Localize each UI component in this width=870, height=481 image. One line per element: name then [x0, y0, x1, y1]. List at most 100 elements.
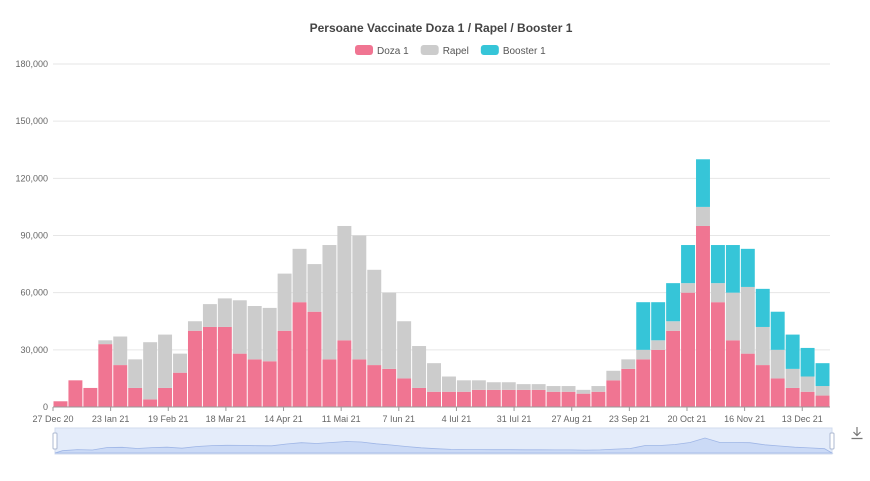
- bar-doza-1: [307, 311, 322, 407]
- bar-doza-1: [770, 378, 785, 407]
- x-tick-label: 13 Dec 21: [782, 414, 823, 424]
- bar-doza-1: [531, 389, 546, 407]
- legend-swatch-rapel: [420, 45, 439, 55]
- y-tick-label: 60,000: [20, 288, 48, 298]
- y-tick-label: 0: [43, 402, 48, 412]
- bar-booster-1: [770, 311, 785, 350]
- bar-doza-1: [681, 292, 696, 407]
- bar-rapel: [173, 353, 187, 373]
- bar-rapel: [755, 326, 770, 366]
- x-tick-label: 27 Dec 20: [32, 414, 73, 424]
- x-tick-label: 19 Feb 21: [148, 414, 189, 424]
- bar-doza-1: [651, 349, 666, 407]
- bar-doza-1: [143, 399, 158, 407]
- bar-doza-1: [755, 365, 770, 407]
- bar-rapel: [785, 368, 800, 388]
- bars: [53, 159, 830, 407]
- bar-booster-1: [696, 159, 710, 207]
- bar-booster-1: [725, 245, 740, 293]
- bar-doza-1: [442, 391, 456, 407]
- bar-rapel: [113, 336, 128, 366]
- bar-doza-1: [666, 330, 681, 407]
- bar-rapel: [352, 235, 367, 360]
- bar-doza-1: [337, 340, 352, 407]
- bar-booster-1: [636, 302, 651, 350]
- slider-handle-right[interactable]: [829, 432, 835, 450]
- bar-rapel: [262, 307, 277, 362]
- y-tick-label: 150,000: [15, 116, 48, 126]
- bar-doza-1: [158, 387, 173, 407]
- bar-doza-1: [113, 365, 128, 407]
- bar-doza-1: [740, 353, 755, 407]
- bar-doza-1: [367, 365, 382, 407]
- bar-rapel: [202, 304, 217, 327]
- bar-doza-1: [232, 353, 247, 407]
- bar-rapel: [292, 248, 307, 303]
- x-tick-label: 14 Apr 21: [264, 414, 303, 424]
- bar-rapel: [232, 300, 247, 354]
- bar-doza-1: [412, 387, 427, 407]
- bar-doza-1: [322, 359, 337, 407]
- datazoom-slider[interactable]: [52, 427, 835, 455]
- bar-booster-1: [666, 283, 681, 322]
- bar-booster-1: [800, 347, 815, 377]
- bar-rapel: [546, 386, 561, 392]
- bar-doza-1: [591, 391, 606, 407]
- bar-rapel: [815, 386, 830, 396]
- bar-doza-1: [83, 387, 98, 407]
- bar-rapel: [696, 206, 710, 226]
- bar-rapel: [501, 382, 516, 390]
- bar-doza-1: [128, 387, 143, 407]
- slider-handle-left[interactable]: [52, 432, 58, 450]
- bar-booster-1: [710, 245, 725, 284]
- legend[interactable]: Doza 1 Rapel Booster 1: [355, 45, 546, 57]
- y-tick-label: 120,000: [15, 173, 48, 183]
- bar-rapel: [217, 298, 232, 327]
- x-tick-label: 20 Oct 21: [667, 414, 706, 424]
- y-tick-label: 90,000: [20, 231, 48, 241]
- bar-doza-1: [636, 359, 651, 407]
- bar-booster-1: [815, 363, 830, 387]
- bar-doza-1: [516, 389, 531, 407]
- bar-rapel: [651, 340, 666, 350]
- bar-doza-1: [262, 361, 277, 407]
- y-tick-label: 30,000: [20, 345, 48, 355]
- bar-doza-1: [247, 359, 262, 407]
- bar-rapel: [621, 359, 636, 369]
- bar-doza-1: [397, 378, 412, 407]
- download-icon[interactable]: [848, 426, 866, 444]
- bar-rapel: [636, 349, 651, 360]
- bar-doza-1: [576, 393, 591, 407]
- x-tick-label: 11 Mai 21: [322, 414, 361, 424]
- chart-title: Persoane Vaccinate Doza 1 / Rapel / Boos…: [310, 21, 573, 35]
- x-tick-label: 27 Aug 21: [551, 414, 592, 424]
- bar-rapel: [666, 321, 681, 331]
- bar-booster-1: [740, 248, 755, 287]
- bar-booster-1: [681, 245, 696, 284]
- bar-doza-1: [621, 368, 636, 407]
- bar-booster-1: [785, 334, 800, 369]
- bar-rapel: [442, 376, 456, 392]
- bar-rapel: [710, 283, 725, 303]
- bar-doza-1: [486, 389, 501, 407]
- legend-swatch-doza-1: [355, 45, 373, 55]
- bar-rapel: [576, 389, 591, 394]
- x-tick-label: 23 Sep 21: [609, 414, 650, 424]
- bar-rapel: [531, 384, 546, 390]
- bar-rapel: [800, 376, 815, 392]
- bar-rapel: [591, 386, 606, 392]
- bar-doza-1: [352, 359, 367, 407]
- x-tick-label: 31 Iul 21: [497, 414, 532, 424]
- bar-doza-1: [382, 368, 397, 407]
- x-tick-label: 4 Iul 21: [442, 414, 472, 424]
- bar-rapel: [412, 346, 427, 388]
- bar-rapel: [681, 283, 696, 293]
- bar-rapel: [367, 269, 382, 366]
- bar-rapel: [322, 245, 337, 360]
- bar-doza-1: [561, 391, 576, 407]
- bar-rapel: [337, 225, 352, 341]
- bar-rapel: [307, 264, 322, 312]
- bar-doza-1: [710, 302, 725, 407]
- bar-rapel: [143, 342, 158, 400]
